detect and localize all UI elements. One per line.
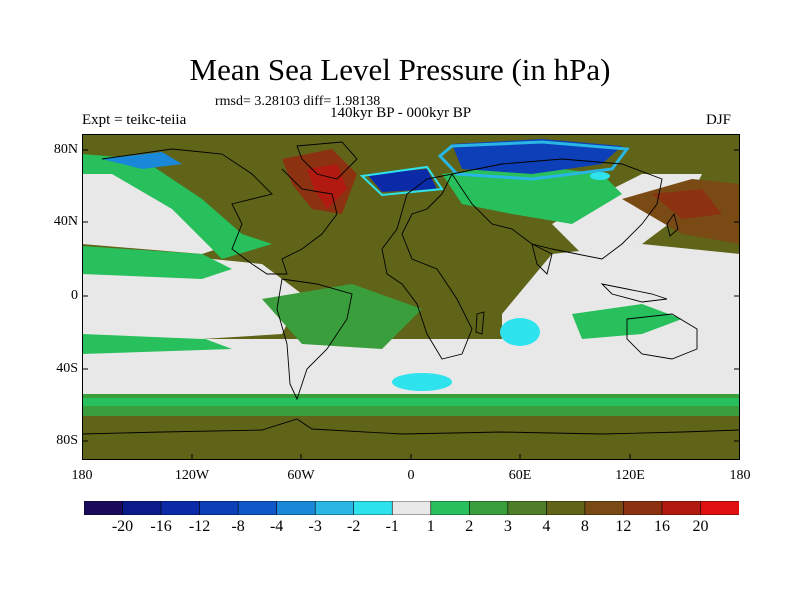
field-pacific-high-core <box>652 189 722 219</box>
colorbar-swatch <box>546 501 586 515</box>
colorbar-label: -4 <box>269 518 284 535</box>
colorbar-swatch <box>468 501 509 515</box>
colorbar-label: 20 <box>692 518 709 535</box>
colorbar-swatch <box>84 501 124 515</box>
field-europe-green <box>442 164 622 224</box>
coast-japan <box>666 212 679 237</box>
field-northern-green <box>82 154 272 259</box>
colorbar-label: -20 <box>111 518 134 535</box>
coastlines <box>82 141 740 435</box>
colorbar-label: 12 <box>615 518 632 535</box>
x-tick-label: 180 <box>729 468 751 483</box>
coast-australia <box>626 313 698 360</box>
colorbar-swatch <box>507 501 548 515</box>
colorbar-swatch <box>700 501 739 515</box>
x-tick-label: 120E <box>615 468 645 483</box>
coast-antarctica <box>82 418 740 435</box>
field-band-lightgreen <box>82 398 740 406</box>
field-eurasian-low-ring <box>437 140 630 181</box>
field-southern-band <box>82 414 740 460</box>
field-scandinavian-low-ring <box>359 165 444 197</box>
colorbar-swatch <box>199 501 239 515</box>
field-southern-low <box>392 373 452 391</box>
coast-greenland <box>296 141 358 180</box>
ticks <box>82 149 740 460</box>
stats-text: rmsd= 3.28103 diff= 1.98138 <box>215 94 381 109</box>
colorbar-swatch <box>353 501 394 515</box>
coast-asia <box>451 158 663 260</box>
colorbar-label: 3 <box>503 518 512 535</box>
coast-north-america <box>101 148 338 275</box>
field-canadian-low <box>102 152 182 169</box>
colorbar-label: -16 <box>150 518 172 535</box>
colorbar-label: 1 <box>426 518 435 535</box>
colorbar-swatch <box>391 501 432 515</box>
coast-indonesia <box>600 283 668 303</box>
y-tick-label: 40N <box>53 214 78 229</box>
field-southatlantic-green <box>262 284 422 349</box>
colorbar-swatch <box>314 501 355 515</box>
colorbar-label: 16 <box>653 518 670 535</box>
colorbar-label: -2 <box>347 518 361 535</box>
colorbar-label: -8 <box>231 518 245 535</box>
colorbar <box>84 501 739 515</box>
colorbar-swatch <box>276 501 316 515</box>
x-tick-label: 60W <box>287 468 315 483</box>
field-pacific-green <box>82 246 232 279</box>
colorbar-swatch <box>430 501 471 515</box>
map-plot <box>82 134 740 460</box>
field-scandinavian-low <box>367 169 437 192</box>
subtitle: 140kyr BP - 000kyr BP <box>330 105 472 121</box>
colorbar-swatch <box>237 501 278 515</box>
y-tick-label: 40S <box>56 361 78 376</box>
field-pacific-low-patch <box>590 172 610 180</box>
coast-south-america <box>276 278 353 401</box>
colorbar-label: -1 <box>385 518 399 535</box>
y-tick-label: 0 <box>71 288 78 303</box>
colorbar-swatch <box>122 501 162 515</box>
y-tick-label: 80S <box>56 433 78 448</box>
coast-india <box>531 243 553 275</box>
x-tick-label: 60E <box>508 468 532 483</box>
colorbar-swatch <box>623 501 663 515</box>
coast-madagascar <box>475 311 485 335</box>
colorbar-swatch <box>584 501 625 515</box>
field-atlantic-high-core <box>307 164 347 209</box>
colorbar-label: -3 <box>308 518 322 535</box>
colorbar-label: -12 <box>188 518 211 535</box>
season-label: DJF <box>706 112 732 128</box>
x-tick-label: 180 <box>71 468 93 483</box>
colorbar-swatch <box>661 501 702 515</box>
field-indian-white <box>502 244 740 354</box>
colorbar-label: 2 <box>465 518 474 535</box>
x-tick-label: 0 <box>407 468 415 483</box>
coast-europe-africa <box>381 173 473 360</box>
y-tick-label: 80N <box>53 142 78 157</box>
chart-title: Mean Sea Level Pressure (in hPa) <box>189 52 611 87</box>
field-indian-low <box>500 318 540 346</box>
colorbar-swatch <box>160 501 201 515</box>
colorbar-label: 4 <box>542 518 551 535</box>
colorbar-label: 8 <box>580 518 589 535</box>
x-tick-label: 120W <box>174 468 210 483</box>
experiment-label: Expt = teikc-teiia <box>82 112 187 128</box>
